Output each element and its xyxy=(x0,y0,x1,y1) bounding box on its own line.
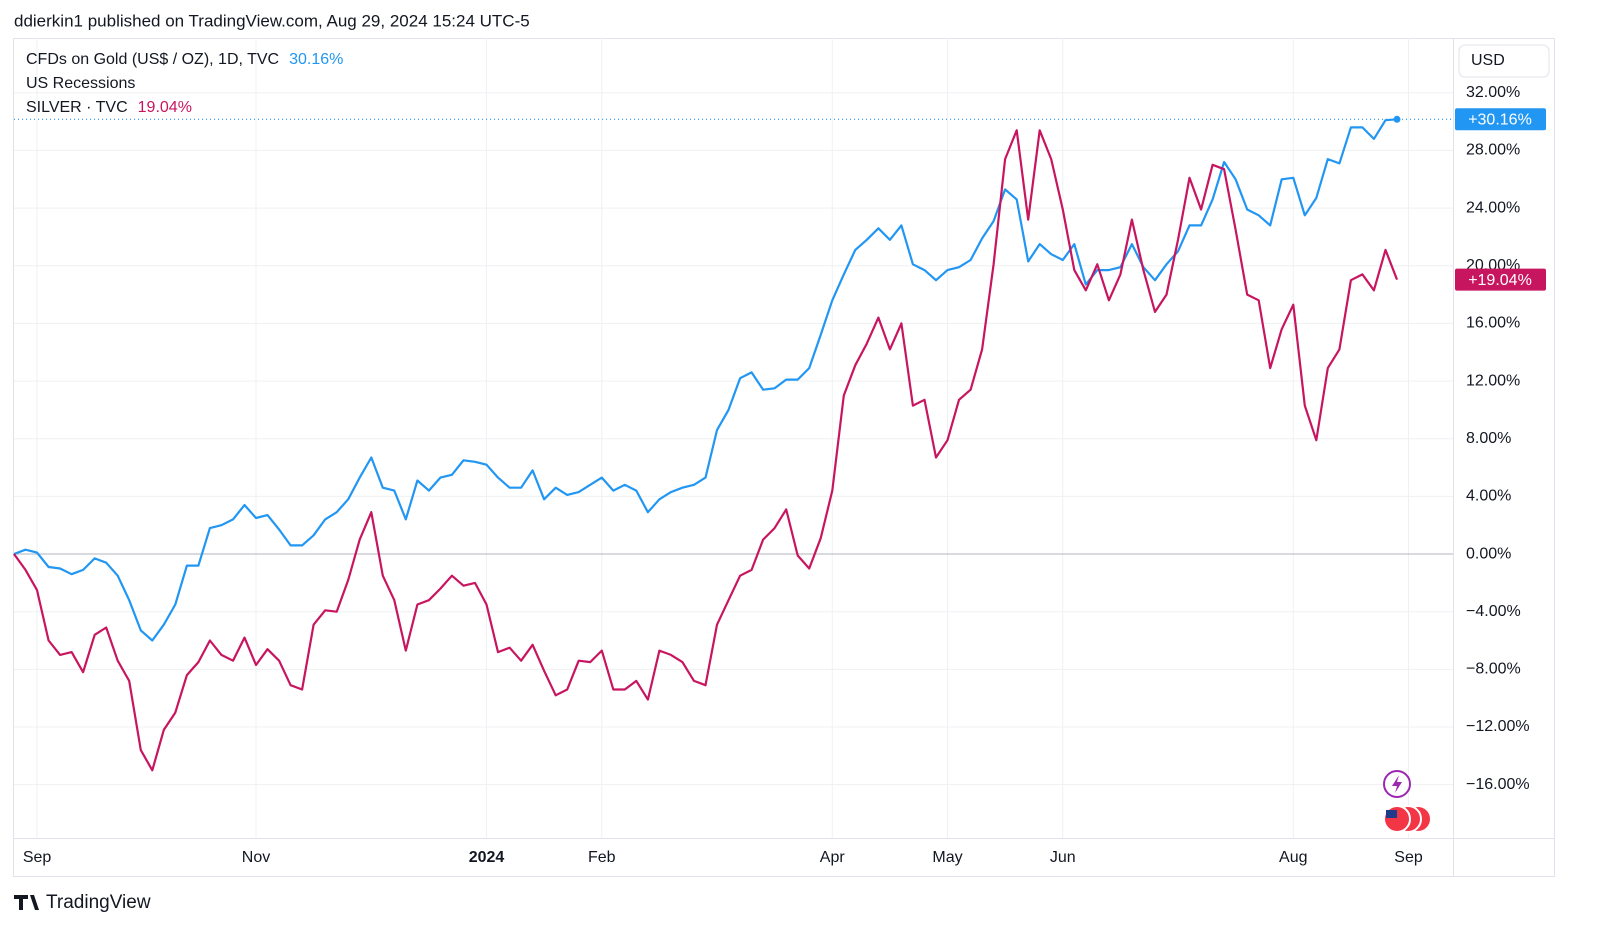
logo-mark xyxy=(14,895,39,910)
y-tick-label: −12.00% xyxy=(1466,718,1530,735)
frame xyxy=(13,38,1555,877)
header: ddierkin1 published on TradingView.com, … xyxy=(14,11,530,30)
y-tick-label: −16.00% xyxy=(1466,776,1530,793)
legend-entry: US Recessions xyxy=(26,75,135,92)
y-tick-label: 8.00% xyxy=(1466,430,1511,447)
x-tick-label: Sep xyxy=(1394,849,1423,866)
x-tick-label: Feb xyxy=(588,849,616,866)
y-tick-label: 0.00% xyxy=(1466,545,1511,562)
price-badge-label: +19.04% xyxy=(1468,272,1532,289)
y-tick-label: 32.00% xyxy=(1466,84,1520,101)
legend-entry: CFDs on Gold (US$ / OZ), 1D, TVC 30.16% xyxy=(26,51,343,68)
footer-brand: TradingView xyxy=(46,892,151,913)
flag-canton xyxy=(1386,810,1397,818)
legend-value: 19.04% xyxy=(138,99,192,116)
x-tick-label: Nov xyxy=(242,849,270,866)
y-tick-label: −8.00% xyxy=(1466,661,1521,678)
x-tick-label: Apr xyxy=(820,849,846,866)
legend: CFDs on Gold (US$ / OZ), 1D, TVC 30.16% US… xyxy=(26,51,343,116)
y-tick-label: 28.00% xyxy=(1466,142,1520,159)
y-tick-label: 24.00% xyxy=(1466,199,1520,216)
x-tick-label: 2024 xyxy=(469,849,505,866)
flag-icon[interactable] xyxy=(1383,805,1411,833)
price-badge-label: +30.16% xyxy=(1468,112,1532,129)
legend-name: US Recessions xyxy=(26,75,135,92)
currency: USD xyxy=(1471,52,1505,69)
x-tick-label: Sep xyxy=(23,849,52,866)
y-tick-label: 4.00% xyxy=(1466,488,1511,505)
series-line xyxy=(13,118,1398,642)
y-tick-label: −4.00% xyxy=(1466,603,1521,620)
last-value-dot xyxy=(1393,115,1401,123)
x-tick-label: May xyxy=(932,849,962,866)
currency-button[interactable] xyxy=(1458,44,1550,78)
legend-entry: SILVER · TVC 19.04% xyxy=(26,99,192,116)
y-tick-label: 16.00% xyxy=(1466,315,1520,332)
x-tick-label: Jun xyxy=(1050,849,1076,866)
legend-value: 30.16% xyxy=(289,51,343,68)
series-line xyxy=(13,129,1399,772)
legend-name: SILVER · TVC xyxy=(26,99,128,116)
legend-name: CFDs on Gold (US$ / OZ), 1D, TVC xyxy=(26,51,279,68)
plot xyxy=(13,38,1453,838)
y-tick-label: 12.00% xyxy=(1466,372,1520,389)
event-icon-bolt xyxy=(1392,775,1402,793)
price-badge xyxy=(1455,268,1546,291)
x-tick-label: Aug xyxy=(1279,849,1307,866)
price-badge xyxy=(1455,108,1546,131)
